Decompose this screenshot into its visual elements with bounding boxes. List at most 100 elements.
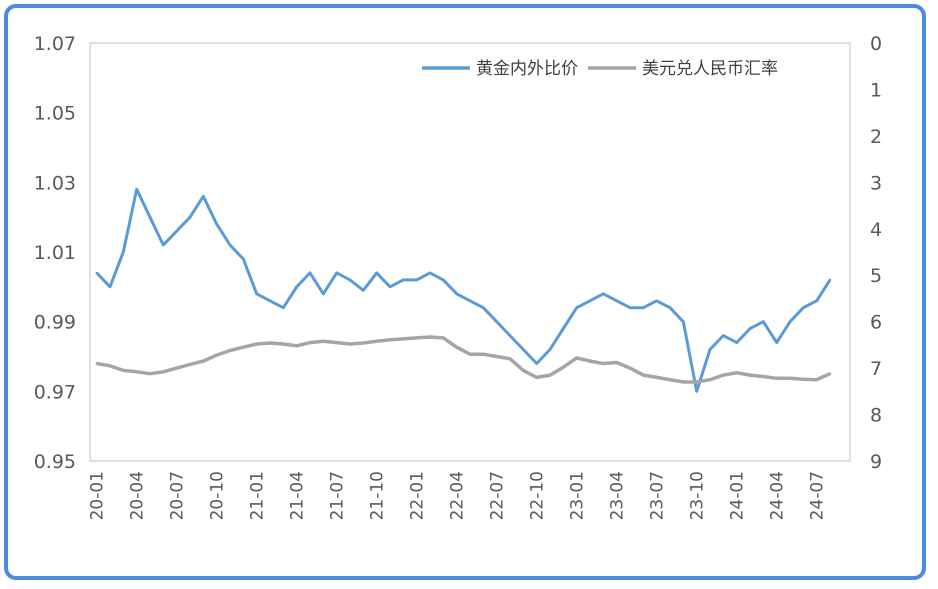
- data-point-gold-ratio: [308, 271, 312, 275]
- data-point-usd-cny: [708, 378, 712, 381]
- data-point-gold-ratio: [442, 278, 445, 282]
- data-point-gold-ratio: [828, 278, 832, 282]
- data-point-usd-cny: [788, 377, 792, 380]
- data-point-usd-cny: [442, 336, 445, 340]
- data-point-usd-cny: [655, 376, 658, 379]
- data-point-usd-cny: [362, 341, 365, 345]
- data-point-gold-ratio: [255, 292, 258, 295]
- data-point-usd-cny: [495, 355, 498, 358]
- data-point-gold-ratio: [388, 285, 392, 288]
- data-point-gold-ratio: [535, 362, 538, 365]
- y-right-tick-label: 0: [870, 33, 882, 55]
- data-point-gold-ratio: [348, 278, 352, 282]
- x-tick-label: 23-04: [608, 471, 628, 520]
- data-point-usd-cny: [202, 359, 205, 363]
- data-point-usd-cny: [762, 375, 765, 378]
- x-tick-label: 22-01: [408, 471, 428, 520]
- data-point-usd-cny: [775, 377, 778, 380]
- data-point-gold-ratio: [242, 257, 245, 261]
- data-point-gold-ratio: [762, 320, 765, 323]
- series-line-gold-ratio: [95, 187, 832, 393]
- data-point-gold-ratio: [655, 299, 658, 302]
- data-point-gold-ratio: [228, 243, 232, 247]
- data-point-usd-cny: [162, 370, 165, 373]
- y-right-tick-label: 5: [870, 265, 882, 287]
- data-point-gold-ratio: [402, 278, 405, 282]
- data-point-usd-cny: [148, 372, 152, 375]
- data-point-usd-cny: [508, 357, 512, 360]
- data-point-usd-cny: [175, 366, 178, 370]
- data-point-gold-ratio: [455, 292, 458, 295]
- x-tick-label: 22-04: [448, 471, 468, 520]
- data-point-gold-ratio: [602, 292, 605, 295]
- data-point-usd-cny: [522, 369, 525, 372]
- data-point-usd-cny: [588, 359, 592, 363]
- y-right-tick-label: 4: [870, 219, 882, 241]
- data-point-gold-ratio: [95, 271, 98, 275]
- data-point-gold-ratio: [295, 285, 298, 288]
- data-point-gold-ratio: [722, 334, 725, 337]
- data-point-usd-cny: [455, 346, 458, 349]
- data-point-gold-ratio: [735, 341, 738, 344]
- data-point-usd-cny: [122, 369, 125, 372]
- data-point-usd-cny: [748, 373, 752, 377]
- y-left-tick-label: 1.01: [34, 242, 76, 264]
- data-point-gold-ratio: [135, 188, 138, 191]
- data-point-gold-ratio: [682, 320, 685, 323]
- data-point-usd-cny: [415, 336, 418, 340]
- y-right-tick-label: 7: [870, 358, 882, 380]
- x-tick-label: 21-07: [328, 471, 348, 520]
- data-point-gold-ratio: [268, 299, 272, 302]
- y-left-tick-label: 0.95: [34, 451, 76, 473]
- x-tick-label: 21-04: [288, 471, 308, 520]
- data-point-usd-cny: [228, 349, 232, 352]
- y-right-tick-label: 9: [870, 451, 882, 473]
- data-point-usd-cny: [828, 372, 832, 375]
- y-left-tick-label: 1.05: [34, 103, 76, 125]
- legend-label: 美元兑人民币汇率: [642, 59, 778, 79]
- y-left-tick-label: 1.07: [34, 33, 76, 55]
- data-point-gold-ratio: [642, 306, 645, 309]
- data-point-usd-cny: [428, 335, 432, 339]
- data-point-usd-cny: [682, 380, 685, 384]
- data-point-gold-ratio: [522, 348, 525, 351]
- data-point-gold-ratio: [508, 334, 512, 337]
- data-point-gold-ratio: [802, 306, 805, 309]
- data-point-gold-ratio: [562, 327, 565, 330]
- x-tick-label: 20-07: [168, 471, 188, 520]
- y-right-tick-label: 1: [870, 79, 882, 101]
- data-point-usd-cny: [615, 361, 618, 364]
- data-point-gold-ratio: [575, 306, 578, 309]
- y-left-tick-label: 1.03: [34, 172, 76, 194]
- x-tick-label: 21-10: [368, 471, 388, 520]
- data-point-usd-cny: [268, 341, 272, 345]
- data-point-gold-ratio: [548, 348, 552, 351]
- data-point-usd-cny: [695, 380, 698, 384]
- data-point-gold-ratio: [482, 306, 485, 309]
- y-right-tick-label: 2: [870, 126, 882, 148]
- data-point-usd-cny: [108, 364, 112, 367]
- data-point-usd-cny: [482, 353, 485, 356]
- y-left-tick-label: 0.99: [34, 312, 76, 334]
- data-point-gold-ratio: [322, 292, 325, 295]
- data-point-usd-cny: [668, 378, 672, 381]
- data-point-usd-cny: [295, 344, 298, 347]
- x-tick-label: 21-01: [248, 471, 268, 520]
- data-point-gold-ratio: [215, 222, 218, 226]
- data-point-usd-cny: [242, 346, 245, 349]
- data-point-gold-ratio: [175, 229, 178, 233]
- x-tick-label: 24-01: [728, 471, 748, 520]
- data-point-gold-ratio: [362, 289, 365, 292]
- data-point-usd-cny: [215, 353, 218, 357]
- data-point-gold-ratio: [668, 306, 672, 309]
- x-tick-label: 20-01: [88, 471, 108, 520]
- data-point-gold-ratio: [628, 306, 632, 309]
- data-point-usd-cny: [802, 378, 805, 381]
- data-point-gold-ratio: [588, 299, 592, 302]
- data-point-usd-cny: [188, 363, 192, 366]
- data-point-gold-ratio: [282, 306, 285, 309]
- data-point-gold-ratio: [162, 243, 165, 247]
- data-point-usd-cny: [628, 366, 632, 370]
- legend-label: 黄金内外比价: [476, 59, 578, 79]
